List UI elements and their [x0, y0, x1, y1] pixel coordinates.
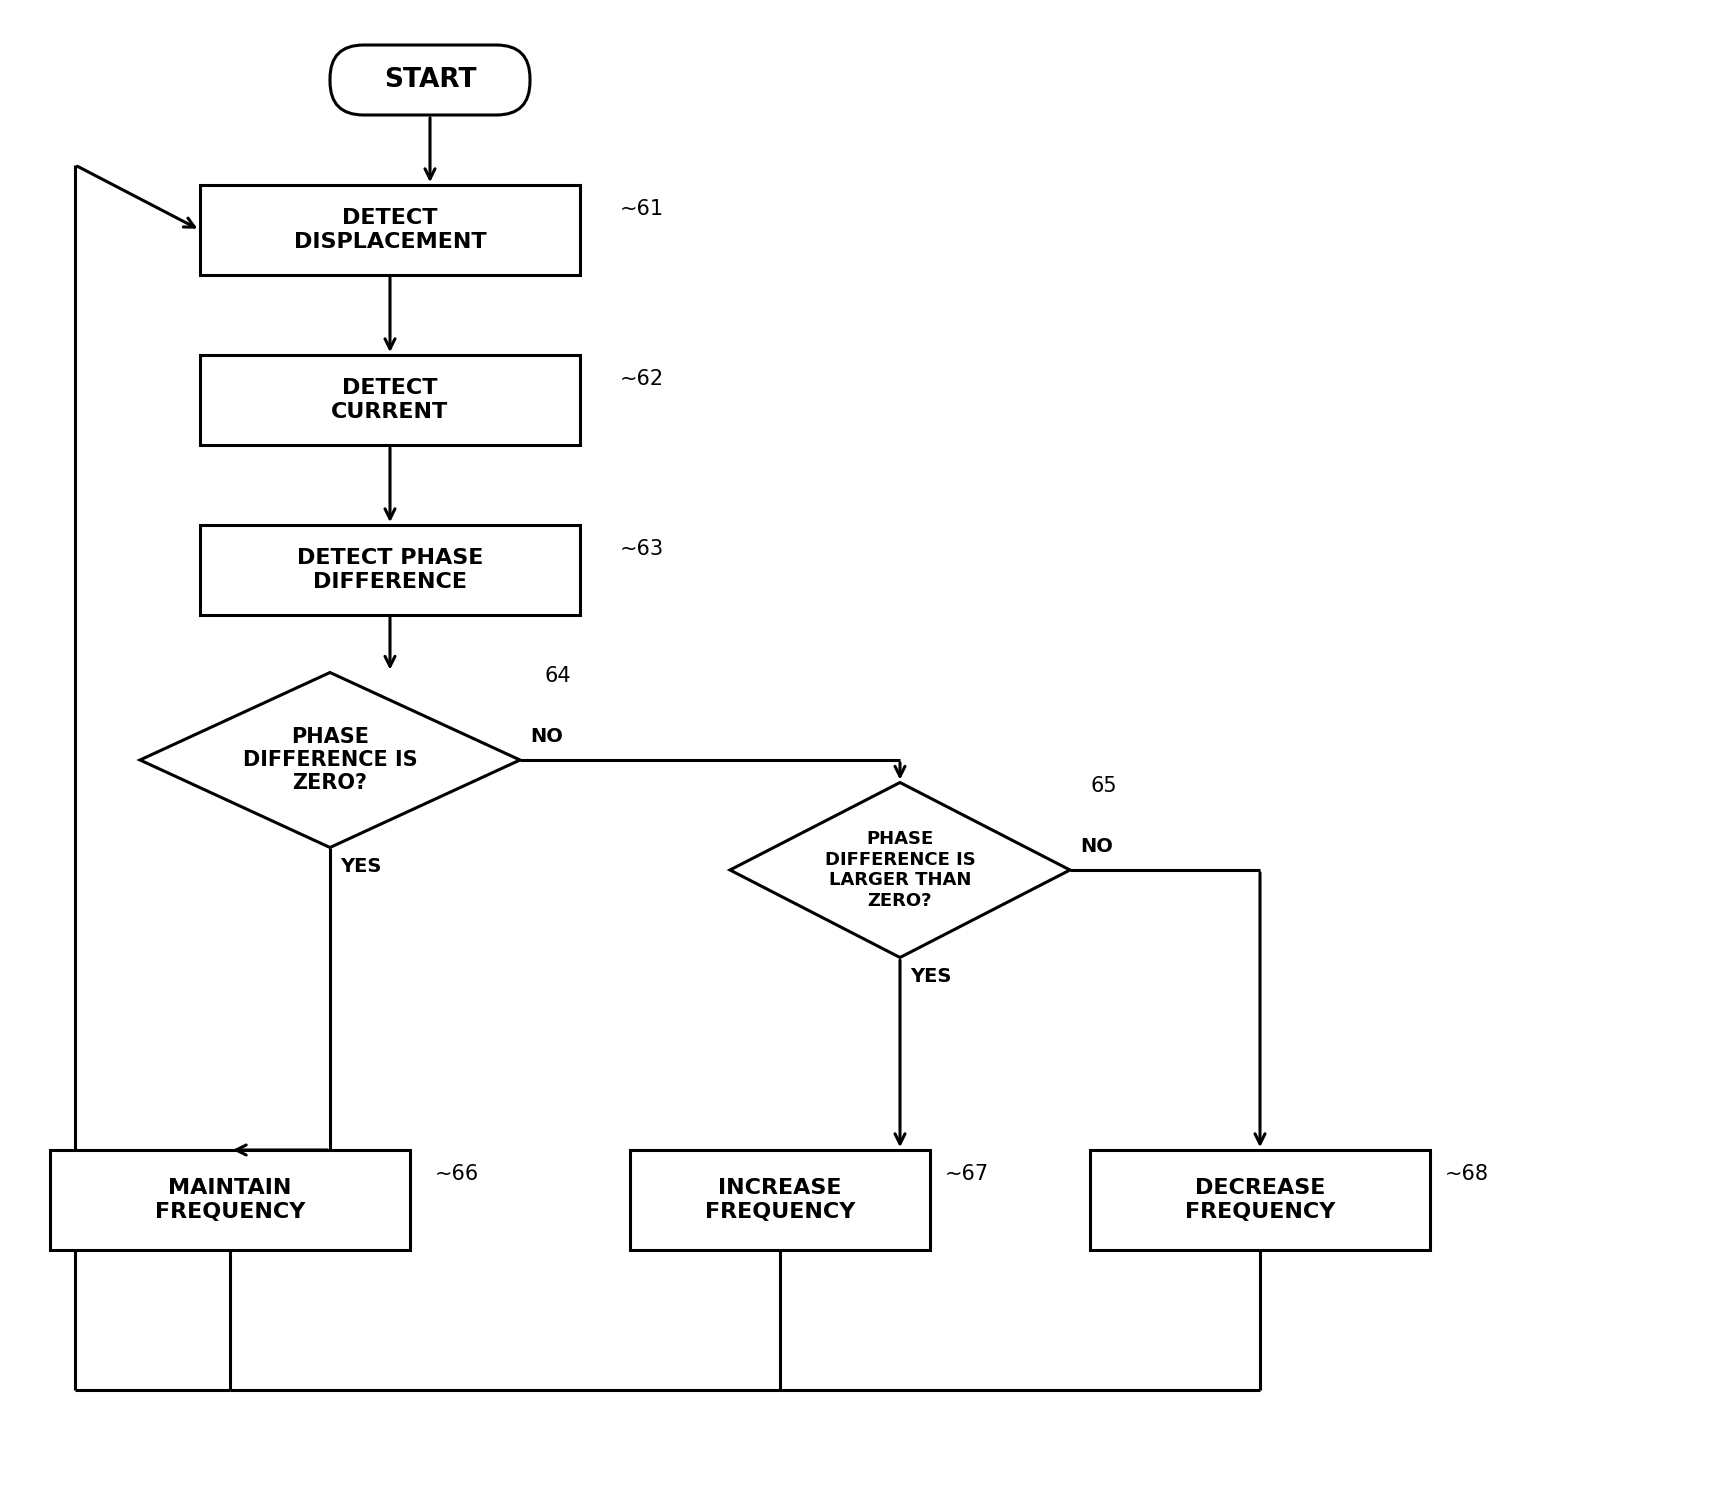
Bar	[50, 1150, 409, 1250]
Text: DETECT
CURRENT: DETECT CURRENT	[332, 378, 449, 422]
Text: DETECT PHASE
DIFFERENCE: DETECT PHASE DIFFERENCE	[298, 549, 483, 591]
Text: ~66: ~66	[435, 1164, 480, 1184]
Bar	[200, 525, 580, 615]
Polygon shape	[729, 783, 1070, 957]
Text: NO: NO	[530, 728, 562, 746]
Text: YES: YES	[910, 968, 951, 987]
Bar	[1090, 1150, 1429, 1250]
Text: 65: 65	[1090, 777, 1116, 796]
Text: ~61: ~61	[619, 200, 664, 219]
Text: NO: NO	[1080, 837, 1113, 856]
Bar	[630, 1150, 931, 1250]
Polygon shape	[139, 672, 519, 847]
Bar	[200, 184, 580, 274]
Text: ~62: ~62	[619, 369, 664, 388]
Text: 64: 64	[545, 666, 571, 687]
Text: PHASE
DIFFERENCE IS
ZERO?: PHASE DIFFERENCE IS ZERO?	[243, 728, 418, 794]
Text: YES: YES	[341, 858, 382, 876]
Text: ~63: ~63	[619, 538, 664, 560]
FancyBboxPatch shape	[330, 45, 530, 116]
Text: MAINTAIN
FREQUENCY: MAINTAIN FREQUENCY	[155, 1179, 304, 1221]
Text: DETECT
DISPLACEMENT: DETECT DISPLACEMENT	[294, 209, 487, 252]
Text: START: START	[384, 68, 476, 93]
Bar	[200, 356, 580, 446]
Text: DECREASE
FREQUENCY: DECREASE FREQUENCY	[1185, 1179, 1335, 1221]
Text: PHASE
DIFFERENCE IS
LARGER THAN
ZERO?: PHASE DIFFERENCE IS LARGER THAN ZERO?	[824, 830, 975, 910]
Text: ~67: ~67	[944, 1164, 989, 1184]
Text: INCREASE
FREQUENCY: INCREASE FREQUENCY	[705, 1179, 855, 1221]
Text: ~68: ~68	[1445, 1164, 1490, 1184]
